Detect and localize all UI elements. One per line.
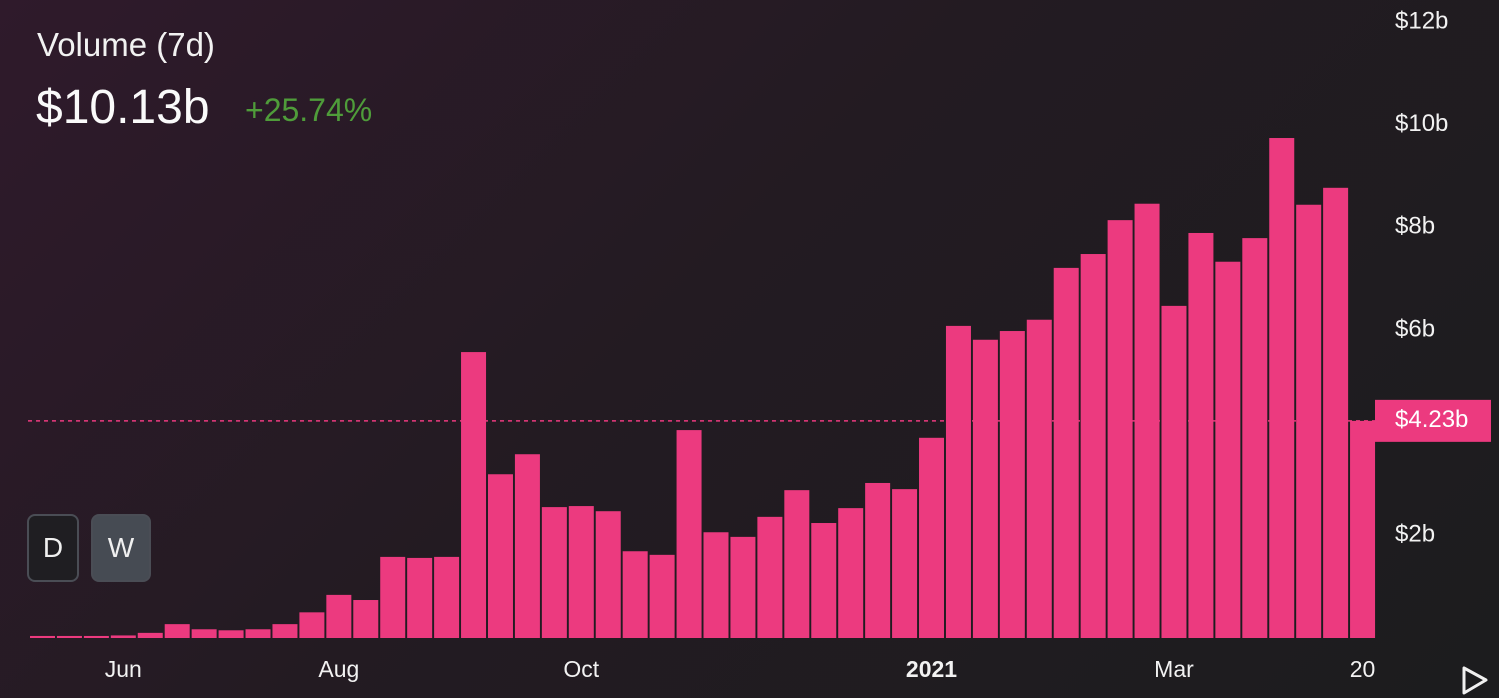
bar <box>56 635 82 638</box>
bar <box>541 507 567 638</box>
bar <box>514 454 540 638</box>
current-value: $10.13b <box>36 81 210 134</box>
bar <box>380 556 406 638</box>
bar <box>622 551 648 638</box>
bar <box>838 508 864 638</box>
bar <box>1215 261 1241 638</box>
bar <box>1242 238 1268 638</box>
bar <box>164 624 190 638</box>
bar <box>1269 138 1295 638</box>
bar <box>892 489 918 638</box>
bar <box>999 331 1025 638</box>
x-tick-label: Oct <box>563 656 599 682</box>
bar <box>218 630 244 638</box>
bar <box>865 482 891 638</box>
y-tick-label: $8b <box>1395 213 1435 240</box>
bar <box>972 339 998 638</box>
bar <box>272 624 298 638</box>
bar <box>919 437 945 638</box>
bar <box>110 635 136 638</box>
bar <box>83 635 109 638</box>
x-tick-label: Jun <box>105 656 142 682</box>
bar <box>1107 220 1133 638</box>
bar <box>30 635 55 638</box>
bar <box>299 612 325 638</box>
bar <box>945 325 971 638</box>
bar <box>730 536 756 638</box>
bar <box>1080 254 1106 638</box>
bar <box>1161 305 1187 638</box>
bar <box>811 523 837 638</box>
bar <box>407 557 433 638</box>
chart-title: Volume (7d) <box>37 26 215 63</box>
bar <box>757 516 783 638</box>
change: +25.74% <box>245 92 373 128</box>
bar <box>1188 232 1214 639</box>
x-tick-label: Mar <box>1154 656 1194 682</box>
bar <box>595 511 621 638</box>
bar <box>784 490 810 638</box>
play-icon[interactable] <box>1462 666 1488 695</box>
bar <box>137 632 163 638</box>
bar <box>703 532 729 638</box>
bar <box>1026 319 1052 638</box>
week-button[interactable]: W <box>91 514 151 582</box>
reference-label: $4.23b <box>1395 406 1468 433</box>
bar <box>1053 267 1079 638</box>
bar <box>326 594 352 638</box>
y-tick-label: $2b <box>1395 521 1435 548</box>
bar <box>1134 203 1160 638</box>
bar <box>353 600 379 638</box>
bar <box>245 629 271 638</box>
day-button[interactable]: D <box>27 514 79 582</box>
bar <box>649 554 675 638</box>
x-tick-label: 2021 <box>906 656 957 682</box>
bar <box>676 430 702 638</box>
x-tick-label: 20 <box>1350 656 1376 682</box>
reference-label-bg <box>1375 399 1491 442</box>
bar <box>1350 420 1376 638</box>
y-tick-label: $12b <box>1395 7 1448 34</box>
x-tick-label: Aug <box>318 656 359 682</box>
bar <box>191 629 217 638</box>
bar <box>1323 187 1349 638</box>
bar <box>568 506 594 638</box>
bar <box>461 352 487 638</box>
bar <box>434 556 460 638</box>
y-tick-label: $10b <box>1395 110 1448 137</box>
bar <box>487 474 513 638</box>
y-tick-label: $6b <box>1395 315 1435 342</box>
